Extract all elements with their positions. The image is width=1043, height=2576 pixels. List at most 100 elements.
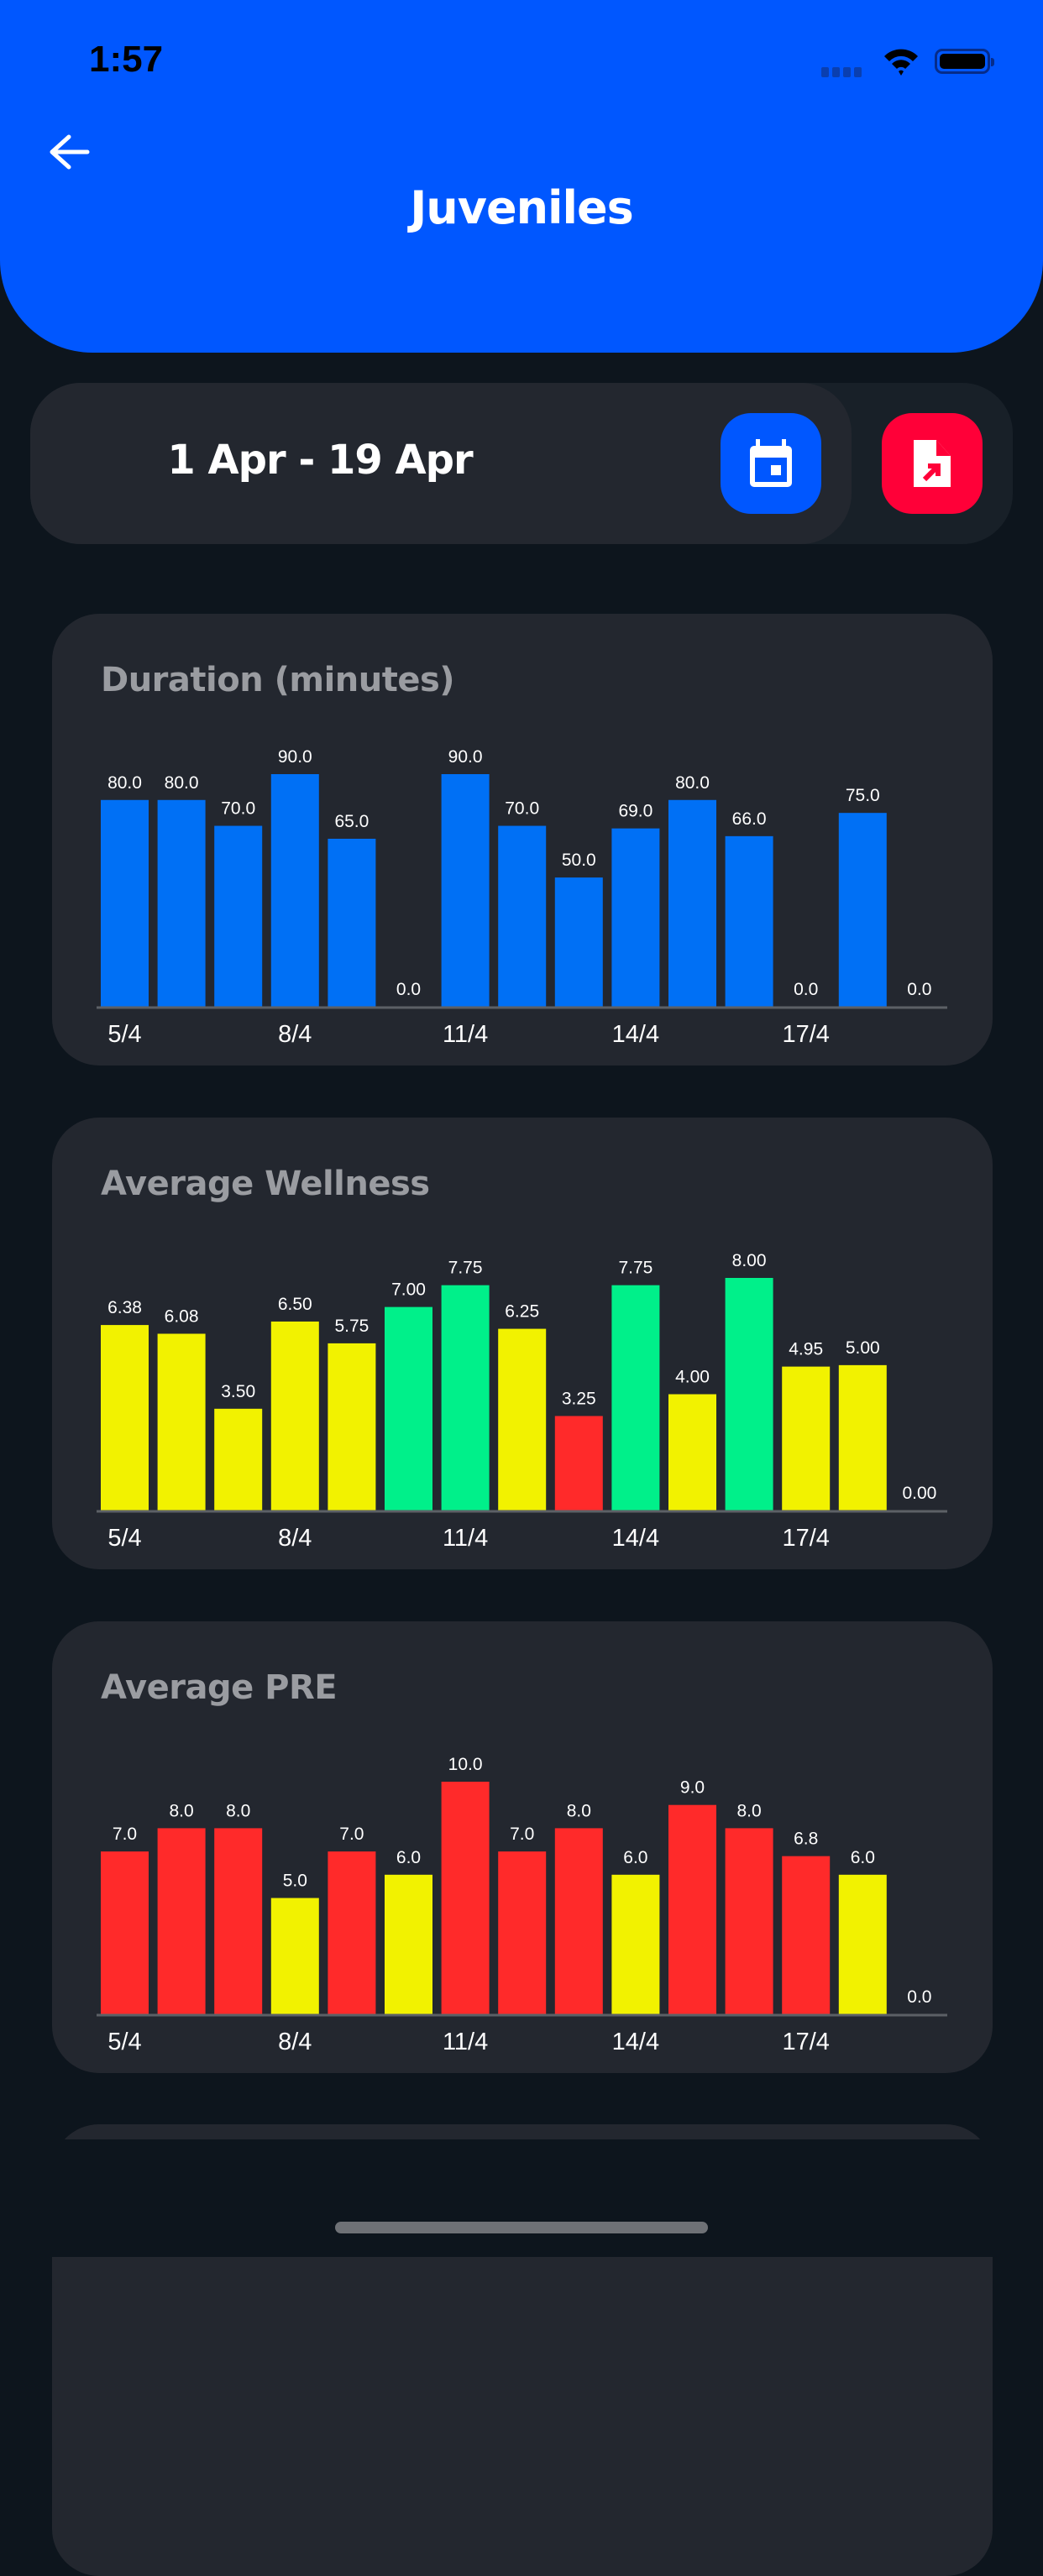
- date-range-label: 1 Apr - 19 Apr: [167, 437, 473, 484]
- data-label: 5.75: [334, 1317, 369, 1336]
- duration-chart: 80.0 80.0 70.0 90.0 65.0 0.0 90.0 70.0 50.0 69.0 8…: [97, 747, 947, 1048]
- bar-12/4: [498, 1328, 547, 1511]
- bar-15/4: [668, 799, 716, 1007]
- data-label: 90.0: [448, 747, 483, 767]
- bar-11/4: [441, 1285, 490, 1511]
- data-label: 7.0: [510, 1825, 534, 1844]
- x-tick-label: 5/4: [107, 1525, 141, 1552]
- data-label: 6.50: [278, 1295, 312, 1314]
- data-label: 7.75: [448, 1259, 483, 1278]
- bar-10/4: [385, 1306, 432, 1511]
- bar-15/4: [668, 1804, 716, 2014]
- export-pdf-button[interactable]: [882, 413, 983, 514]
- header: 1:57 Juveniles: [0, 0, 1043, 353]
- bar-9/4: [328, 1343, 376, 1511]
- bar-9/4: [328, 838, 376, 1007]
- data-label: 6.0: [396, 1848, 421, 1867]
- data-label: 50.0: [562, 851, 596, 870]
- bar-7/4: [214, 825, 263, 1007]
- data-label: 6.8: [794, 1830, 818, 1849]
- bar-17/4: [782, 1856, 831, 2014]
- data-label: 90.0: [278, 747, 312, 767]
- data-label: 6.38: [107, 1298, 142, 1317]
- data-label: 8.0: [169, 1801, 193, 1820]
- bar-14/4: [611, 1285, 660, 1511]
- data-label: 6.08: [165, 1306, 199, 1326]
- pdf-export-icon: [914, 440, 951, 487]
- data-label: 0.0: [907, 1987, 931, 2007]
- bar-18/4: [838, 1364, 887, 1511]
- data-label: 69.0: [618, 802, 653, 821]
- bar-15/4: [668, 1394, 716, 1511]
- data-label: 3.50: [221, 1382, 255, 1401]
- bar-7/4: [214, 1828, 263, 2014]
- x-tick-label: 5/4: [107, 1021, 141, 1048]
- x-tick-label: 17/4: [782, 2029, 829, 2055]
- data-label: 0.00: [902, 1484, 936, 1503]
- data-label: 7.75: [618, 1259, 653, 1278]
- pre-chart-card: Average PRE 7.0 8.0 8.0 5.0 7.0 6.0 10.0 7.0 8.0…: [52, 1621, 993, 2073]
- data-label: 0.0: [794, 980, 818, 999]
- bar-8/4: [270, 1321, 319, 1511]
- x-tick-label: 14/4: [612, 2029, 659, 2055]
- x-tick-label: 8/4: [278, 1525, 312, 1552]
- bar-5/4: [101, 1325, 149, 1511]
- x-tick-label: 11/4: [443, 1021, 488, 1048]
- x-tick-label: 8/4: [278, 2029, 312, 2055]
- date-range-bar: 1 Apr - 19 Apr: [30, 383, 1013, 544]
- wellness-chart: 6.38 6.08 3.50 6.50 5.75 7.00 7.75 6.25 3.25 7.75…: [97, 1251, 947, 1552]
- bar-14/4: [611, 1874, 660, 2014]
- date-range-card[interactable]: 1 Apr - 19 Apr: [30, 383, 852, 544]
- bar-14/4: [611, 828, 660, 1007]
- data-label: 5.0: [283, 1872, 307, 1891]
- data-label: 70.0: [221, 799, 255, 819]
- data-label: 8.0: [226, 1801, 250, 1820]
- back-button[interactable]: [49, 134, 91, 170]
- bar-8/4: [270, 774, 319, 1007]
- chart-title: Duration (minutes): [101, 661, 455, 699]
- data-label: 4.00: [675, 1368, 710, 1387]
- bottom-fade: [0, 2139, 1043, 2257]
- x-tick-label: 14/4: [612, 1525, 659, 1552]
- data-label: 6.0: [851, 1848, 875, 1867]
- cellular-signal-icon: [821, 67, 862, 77]
- data-label: 0.0: [907, 980, 931, 999]
- data-label: 8.00: [732, 1251, 767, 1270]
- data-label: 6.25: [505, 1302, 539, 1322]
- bar-6/4: [157, 1828, 206, 2014]
- data-label: 80.0: [107, 773, 142, 793]
- data-label: 10.0: [448, 1755, 483, 1774]
- bar-11/4: [441, 1782, 490, 2014]
- calendar-icon: [750, 439, 792, 487]
- data-label: 80.0: [675, 773, 710, 793]
- chart-title: Average Wellness: [101, 1165, 430, 1203]
- data-label: 0.0: [396, 980, 421, 999]
- bar-17/4: [782, 1366, 831, 1511]
- data-label: 4.95: [789, 1340, 823, 1359]
- bar-6/4: [157, 1333, 206, 1511]
- bar-5/4: [101, 799, 149, 1007]
- home-indicator[interactable]: [335, 2222, 708, 2233]
- battery-icon: [935, 49, 994, 74]
- bar-10/4: [385, 1874, 432, 2014]
- bar-6/4: [157, 799, 206, 1007]
- wifi-icon: [884, 49, 918, 76]
- data-label: 7.0: [339, 1825, 364, 1844]
- bar-12/4: [498, 1851, 547, 2014]
- x-tick-label: 11/4: [443, 1525, 488, 1552]
- data-label: 80.0: [165, 773, 199, 793]
- data-label: 7.00: [391, 1280, 426, 1300]
- calendar-button[interactable]: [721, 413, 821, 514]
- data-label: 6.0: [623, 1848, 647, 1867]
- wellness-chart-card: Average Wellness 6.38 6.08 3.50 6.50 5.75 7.0…: [52, 1118, 993, 1569]
- chart-title: Average PRE: [101, 1668, 338, 1707]
- duration-chart-card: Duration (minutes) 80.0 80.0 70.0 90.0 65.0 0…: [52, 614, 993, 1065]
- bar-16/4: [725, 835, 773, 1007]
- bar-16/4: [725, 1828, 773, 2014]
- data-label: 75.0: [846, 786, 880, 805]
- bar-11/4: [441, 774, 490, 1007]
- data-label: 66.0: [732, 809, 767, 829]
- bar-18/4: [838, 813, 887, 1007]
- pre-chart: 7.0 8.0 8.0 5.0 7.0 6.0 10.0 7.0 8.0 6.0 9.0 8.0 6.8…: [97, 1755, 947, 2055]
- bar-16/4: [725, 1278, 773, 1511]
